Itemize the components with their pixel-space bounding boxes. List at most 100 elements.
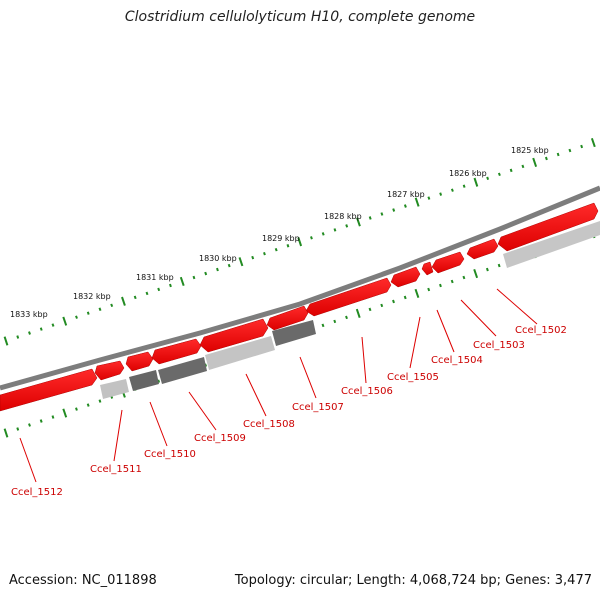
outer-ruler-minor-tick [427, 196, 431, 200]
outer-ruler-minor-tick [251, 255, 255, 260]
gene-label-ccel-1507[interactable]: Ccel_1507 [292, 402, 344, 413]
outer-ruler-minor-tick [580, 144, 584, 149]
inner-ruler-minor-tick [485, 267, 489, 272]
outer-ruler-minor-tick [333, 228, 337, 232]
inner-ruler-minor-tick [333, 319, 337, 324]
inner-ruler-minor-tick [427, 287, 431, 292]
inner-ruler-major-tick [355, 308, 361, 319]
grey-feature-1510[interactable] [129, 370, 159, 391]
inner-ruler-minor-tick [392, 299, 395, 304]
ruler-label-1825: 1825 kbp [511, 146, 549, 155]
outer-ruler-major-tick [179, 276, 185, 287]
ruler-label-1831: 1831 kbp [136, 273, 174, 282]
outer-ruler-minor-tick [133, 295, 137, 300]
outer-ruler-minor-tick [345, 224, 349, 228]
grey-feature-1502[interactable] [503, 221, 600, 268]
gene-label-ccel-1511[interactable]: Ccel_1511 [90, 464, 142, 475]
accession-text: Accession: NC_011898 [9, 573, 157, 588]
outer-ruler-minor-tick [274, 247, 278, 252]
gene-ccel-1505[interactable] [421, 261, 434, 276]
inner-ruler-minor-tick [345, 315, 348, 320]
gene-ccel-1512[interactable] [0, 368, 98, 412]
grey-feature-1508[interactable] [205, 336, 275, 370]
outer-ruler-major-tick [297, 237, 303, 247]
leader-ccel-1504 [436, 309, 455, 353]
outer-ruler-major-tick [414, 197, 420, 207]
gene-label-ccel-1509[interactable]: Ccel_1509 [194, 433, 246, 444]
gene-label-ccel-1502[interactable]: Ccel_1502 [515, 325, 567, 336]
gene-ccel-1506a[interactable] [390, 266, 421, 288]
outer-ruler-minor-tick [568, 148, 572, 153]
gene-label-ccel-1510[interactable]: Ccel_1510 [144, 449, 196, 460]
leader-ccel-1503 [460, 299, 497, 337]
inner-ruler-major-tick [62, 408, 68, 418]
leader-ccel-1511 [113, 409, 123, 462]
leader-ccel-1509 [188, 391, 217, 431]
inner-ruler-minor-tick [75, 407, 78, 411]
ruler-label-1826: 1826 kbp [449, 169, 487, 178]
leader-ccel-1512 [19, 437, 37, 483]
leader-ccel-1505 [409, 316, 421, 369]
inner-ruler-minor-tick [462, 275, 466, 280]
gene-ccel-1507[interactable] [266, 305, 309, 331]
gene-label-ccel-1503[interactable]: Ccel_1503 [473, 340, 525, 351]
outer-ruler-minor-tick [145, 291, 149, 296]
inner-ruler-minor-tick [28, 423, 31, 427]
inner-ruler-minor-tick [98, 399, 102, 403]
grey-feature-1511[interactable] [100, 379, 129, 399]
inner-ruler-minor-tick [16, 427, 20, 431]
outer-ruler-major-tick [62, 316, 68, 326]
leader-ccel-1502 [496, 288, 538, 325]
inner-ruler-minor-tick [157, 379, 161, 383]
grey-feature-1509[interactable] [158, 357, 207, 384]
inner-ruler-minor-tick [51, 415, 55, 419]
outer-ruler-minor-tick [192, 275, 196, 280]
grey-feature-1507[interactable] [272, 320, 316, 346]
gene-label-ccel-1506[interactable]: Ccel_1506 [341, 386, 393, 397]
outer-ruler-minor-tick [486, 176, 490, 181]
outer-ruler-minor-tick [368, 216, 372, 220]
inner-ruler-minor-tick [321, 323, 325, 328]
map-title: Clostridium cellulolyticum H10, complete… [124, 9, 476, 25]
gene-ccel-1511[interactable] [94, 360, 125, 381]
outer-ruler-minor-tick [509, 168, 513, 173]
gene-leader-lines [19, 288, 538, 483]
ruler-label-1827: 1827 kbp [387, 190, 425, 199]
outer-ruler-major-tick [3, 336, 9, 346]
outer-ruler-minor-tick [450, 188, 454, 192]
outer-ruler-minor-tick [544, 156, 548, 161]
ruler-label-1829: 1829 kbp [262, 234, 300, 243]
outer-ruler-minor-tick [16, 335, 20, 339]
outer-ruler-minor-tick [310, 236, 313, 240]
outer-ruler-minor-tick [403, 204, 407, 208]
gene-ccel-1502[interactable] [497, 202, 599, 252]
genome-summary-text: Topology: circular; Length: 4,068,724 bp… [234, 573, 592, 588]
outer-ruler-major-tick [356, 217, 361, 227]
leader-ccel-1508 [245, 373, 267, 417]
inner-ruler-major-tick [473, 268, 479, 279]
outer-ruler-major-tick [590, 137, 596, 148]
gene-ccel-1504[interactable] [431, 251, 465, 274]
gene-label-ccel-1504[interactable]: Ccel_1504 [431, 355, 483, 366]
outer-ruler-major-tick [238, 257, 244, 267]
inner-ruler-minor-tick [380, 303, 384, 308]
gene-label-ccel-1505[interactable]: Ccel_1505 [387, 372, 439, 383]
forward-genes [0, 202, 599, 412]
outer-ruler-minor-tick [28, 331, 31, 335]
leader-ccel-1507 [299, 356, 317, 399]
inner-ruler-major-tick [414, 288, 420, 299]
gene-ccel-1510[interactable] [125, 351, 154, 372]
gene-ccel-1503[interactable] [466, 238, 499, 260]
outer-ruler-minor-tick [439, 192, 443, 196]
gene-labels: Ccel_1502 Ccel_1503 Ccel_1504 Ccel_1505 … [11, 325, 567, 498]
outer-ruler-minor-tick [110, 303, 114, 308]
outer-ruler-minor-tick [321, 232, 325, 236]
outer-ruler-major-tick [532, 157, 538, 168]
outer-ruler-minor-tick [462, 184, 466, 188]
gene-label-ccel-1508[interactable]: Ccel_1508 [243, 419, 295, 430]
outer-ruler-minor-tick [169, 283, 172, 288]
gene-label-ccel-1512[interactable]: Ccel_1512 [11, 487, 63, 498]
inner-ruler-minor-tick [86, 403, 90, 407]
outer-ruler-minor-tick [75, 315, 78, 319]
